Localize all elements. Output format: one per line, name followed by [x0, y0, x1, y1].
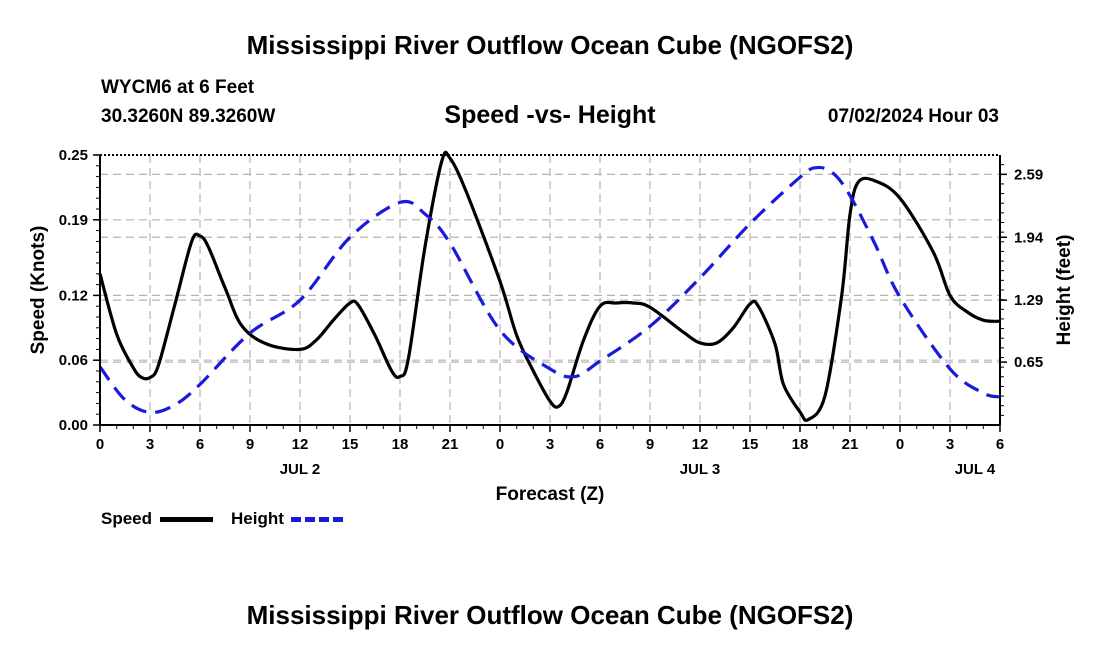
height-series-line	[98, 165, 1001, 415]
y2-tick-label: 2.59	[1014, 166, 1043, 183]
x-tick-label: 15	[342, 436, 359, 453]
axes-layer	[93, 154, 1007, 432]
grid-layer	[100, 155, 1000, 425]
coordinates-label: 30.3260N 89.3260W	[101, 106, 276, 127]
x-tick-label: 0	[96, 436, 104, 453]
x-tick-label: 3	[146, 436, 154, 453]
legend-speed-label: Speed	[101, 509, 153, 528]
x-tick-label: 3	[946, 436, 954, 453]
y2-axis-title: Height (feet)	[1054, 235, 1075, 346]
station-label: WYCM6 at 6 Feet	[101, 77, 255, 98]
labels-layer: 0 3 6 9 12 15 18 21 0 3 6 9 12 15 18 21 0 3 6 JUL 2 JUL 3 JUL…	[28, 147, 1075, 505]
x-tick-label: 6	[196, 436, 204, 453]
x-tick-label: 21	[442, 436, 459, 453]
x-tick-label: 15	[742, 436, 759, 453]
x-axis-title: Forecast (Z)	[496, 484, 605, 505]
y-tick-label: 0.25	[59, 147, 88, 164]
x-tick-label: 9	[646, 436, 654, 453]
day-label: JUL 3	[680, 461, 721, 478]
x-tick-label: 12	[692, 436, 709, 453]
speed-series-line	[98, 150, 1001, 422]
x-tick-label: 18	[392, 436, 409, 453]
y-tick-label: 0.06	[59, 352, 88, 369]
x-tick-label: 6	[996, 436, 1004, 453]
x-tick-label: 21	[842, 436, 859, 453]
y2-tick-label: 1.29	[1014, 292, 1043, 309]
y-tick-label: 0.12	[59, 287, 88, 304]
y-tick-label: 0.19	[59, 212, 88, 229]
x-tick-label: 0	[896, 436, 904, 453]
forecast-timestamp: 07/02/2024 Hour 03	[827, 106, 999, 127]
x-tick-label: 12	[292, 436, 309, 453]
y2-tick-label: 0.65	[1014, 354, 1043, 371]
legend-speed-swatch	[160, 517, 213, 522]
x-tick-label: 0	[496, 436, 504, 453]
x-tick-label: 6	[596, 436, 604, 453]
x-tick-label: 18	[792, 436, 809, 453]
y2-tick-label: 1.94	[1014, 229, 1044, 246]
legend-height-label: Height	[231, 509, 284, 528]
series-layer	[98, 150, 1001, 422]
x-tick-label: 3	[546, 436, 554, 453]
chart-subtitle: Speed -vs- Height	[444, 101, 656, 129]
day-label: JUL 4	[955, 461, 996, 478]
x-tick-label: 9	[246, 436, 254, 453]
y-tick-label: 0.00	[59, 417, 88, 434]
y-axis-title: Speed (Knots)	[28, 226, 49, 355]
day-label: JUL 2	[280, 461, 321, 478]
chart-title-bottom: Mississippi River Outflow Ocean Cube (NG…	[246, 600, 854, 630]
chart-title-top: Mississippi River Outflow Ocean Cube (NG…	[246, 30, 854, 60]
legend-height-swatch	[291, 517, 343, 522]
